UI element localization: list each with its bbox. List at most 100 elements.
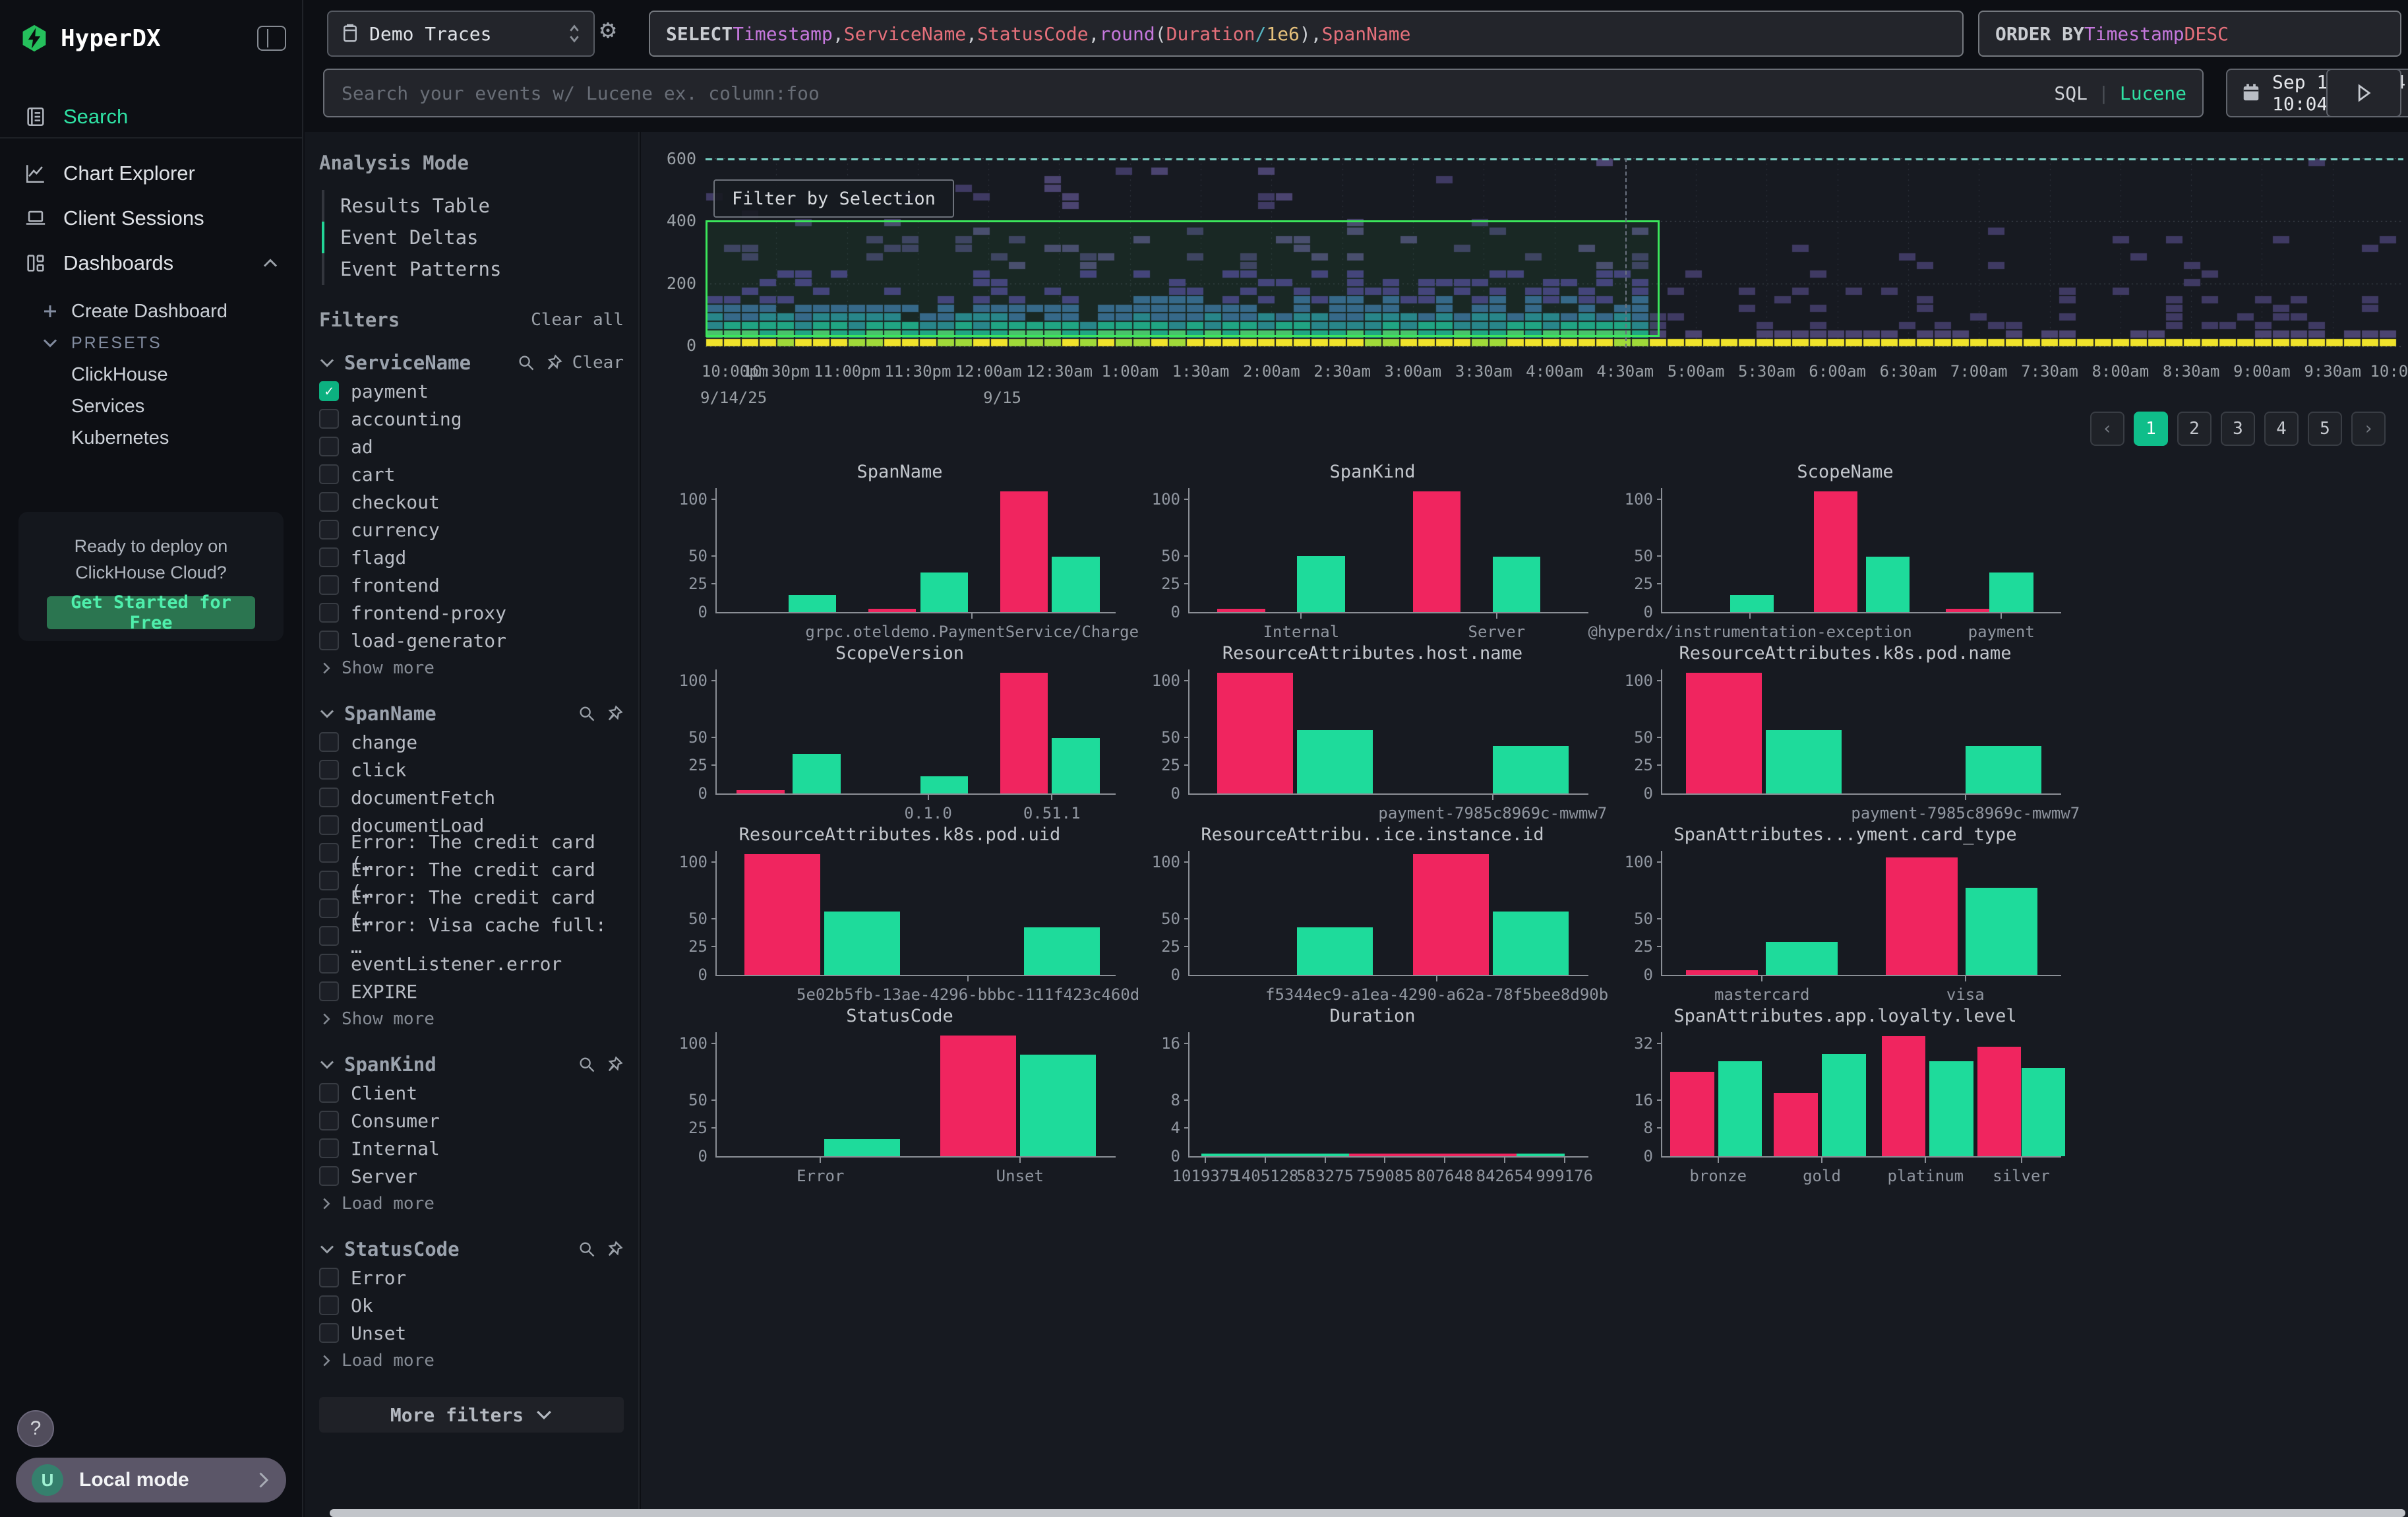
checkbox[interactable] bbox=[319, 492, 339, 512]
inlier-bar[interactable] bbox=[1297, 927, 1373, 975]
inlier-bar[interactable] bbox=[1822, 1054, 1866, 1156]
inlier-bar[interactable] bbox=[1493, 912, 1569, 975]
sidebar-item-services[interactable]: Services bbox=[0, 390, 302, 422]
checkbox[interactable] bbox=[319, 1323, 339, 1343]
checkbox[interactable] bbox=[319, 603, 339, 623]
filter-option[interactable]: Internal bbox=[319, 1134, 624, 1162]
inlier-bar[interactable] bbox=[824, 912, 900, 975]
outlier-bar[interactable] bbox=[1217, 609, 1265, 612]
sidebar-item-chart-explorer[interactable]: Chart Explorer bbox=[0, 153, 302, 194]
outlier-bar[interactable] bbox=[1000, 491, 1048, 612]
show-more-link[interactable]: Load more bbox=[319, 1190, 624, 1218]
inlier-bar[interactable] bbox=[1493, 557, 1541, 612]
checkbox[interactable] bbox=[319, 1166, 339, 1186]
pin-icon[interactable] bbox=[545, 354, 563, 372]
chevron-down-icon[interactable] bbox=[319, 1244, 335, 1254]
filter-option[interactable]: Server bbox=[319, 1162, 624, 1190]
analysis-mode-event-patterns[interactable]: Event Patterns bbox=[322, 253, 624, 285]
outlier-bar[interactable] bbox=[1217, 673, 1293, 793]
horizontal-scrollbar[interactable] bbox=[330, 1509, 2405, 1517]
heatmap-selection-box[interactable] bbox=[706, 220, 1660, 337]
filter-option[interactable]: frontend-proxy bbox=[319, 599, 624, 627]
chevron-down-icon[interactable] bbox=[319, 708, 335, 719]
outlier-bar[interactable] bbox=[1686, 970, 1758, 975]
inlier-bar[interactable] bbox=[793, 754, 841, 793]
clear-link[interactable]: Clear bbox=[572, 353, 624, 373]
analysis-mode-event-deltas[interactable]: Event Deltas bbox=[322, 222, 624, 253]
filter-option[interactable]: cart bbox=[319, 460, 624, 488]
filter-option[interactable]: ad bbox=[319, 433, 624, 460]
inlier-bar[interactable] bbox=[1766, 730, 1842, 793]
sidebar-item-presets[interactable]: PRESETS bbox=[0, 327, 302, 359]
checkbox[interactable] bbox=[319, 981, 339, 1001]
sidebar-item-create-dashboard[interactable]: Create Dashboard bbox=[0, 295, 302, 327]
inlier-bar[interactable] bbox=[1989, 573, 2033, 612]
filter-option[interactable]: change bbox=[319, 728, 624, 756]
show-more-link[interactable]: Load more bbox=[319, 1347, 624, 1375]
page-button-4[interactable]: 4 bbox=[2264, 412, 2299, 446]
inlier-bar[interactable] bbox=[789, 595, 837, 612]
page-button-2[interactable]: 2 bbox=[2177, 412, 2212, 446]
checkbox[interactable] bbox=[319, 631, 339, 650]
sql-select-input[interactable]: SELECT Timestamp, ServiceName, StatusCod… bbox=[649, 11, 1964, 57]
filter-option[interactable]: Error bbox=[319, 1264, 624, 1291]
inlier-bar[interactable] bbox=[920, 776, 969, 793]
filter-option[interactable]: checkout bbox=[319, 488, 624, 516]
sql-toggle[interactable]: SQL bbox=[2054, 82, 2088, 104]
page-button-5[interactable]: 5 bbox=[2308, 412, 2342, 446]
inlier-bar[interactable] bbox=[920, 573, 969, 612]
search-input[interactable] bbox=[340, 82, 2043, 105]
chevron-down-icon[interactable] bbox=[319, 357, 335, 368]
run-query-button[interactable] bbox=[2326, 69, 2401, 117]
filter-option[interactable]: load-generator bbox=[319, 627, 624, 654]
outlier-bar[interactable] bbox=[1349, 1154, 1517, 1156]
checkbox[interactable] bbox=[319, 815, 339, 835]
inlier-bar[interactable] bbox=[1766, 942, 1838, 975]
source-select[interactable]: Demo Traces bbox=[327, 11, 595, 57]
checkbox[interactable] bbox=[319, 871, 339, 890]
outlier-bar[interactable] bbox=[1000, 673, 1048, 793]
checkbox[interactable] bbox=[319, 843, 339, 863]
filter-option[interactable]: accounting bbox=[319, 405, 624, 433]
outlier-bar[interactable] bbox=[737, 790, 785, 793]
outlier-bar[interactable] bbox=[868, 609, 917, 612]
sidebar-item-dashboards[interactable]: Dashboards bbox=[0, 243, 302, 284]
checkbox[interactable] bbox=[319, 732, 339, 752]
pin-icon[interactable] bbox=[605, 1055, 624, 1074]
inlier-bar[interactable] bbox=[1297, 556, 1345, 612]
checkbox[interactable] bbox=[319, 520, 339, 540]
filter-option[interactable]: click bbox=[319, 756, 624, 784]
inlier-bar[interactable] bbox=[1493, 746, 1569, 793]
checkbox[interactable] bbox=[319, 1268, 339, 1287]
checkbox[interactable] bbox=[319, 464, 339, 484]
checkbox[interactable] bbox=[319, 1295, 339, 1315]
pin-icon[interactable] bbox=[605, 1240, 624, 1258]
inlier-bar[interactable] bbox=[1297, 730, 1373, 793]
filter-option[interactable]: Ok bbox=[319, 1291, 624, 1319]
page-button-1[interactable]: 1 bbox=[2134, 412, 2168, 446]
filter-option[interactable]: Error: Visa cache full: … bbox=[319, 922, 624, 950]
outlier-bar[interactable] bbox=[744, 854, 820, 975]
checkbox[interactable] bbox=[319, 1138, 339, 1158]
outlier-bar[interactable] bbox=[1670, 1072, 1714, 1156]
checkbox[interactable] bbox=[319, 575, 339, 595]
checkbox[interactable] bbox=[319, 409, 339, 429]
sidebar-item-search[interactable]: Search bbox=[0, 96, 302, 137]
outlier-bar[interactable] bbox=[1977, 1047, 2022, 1156]
inlier-bar[interactable] bbox=[1517, 1154, 1565, 1156]
filter-option[interactable]: Unset bbox=[319, 1319, 624, 1347]
checkbox[interactable] bbox=[319, 547, 339, 567]
outlier-bar[interactable] bbox=[1413, 854, 1489, 975]
inlier-bar[interactable] bbox=[1929, 1061, 1973, 1156]
filter-option[interactable]: Client bbox=[319, 1079, 624, 1107]
filter-option[interactable]: documentFetch bbox=[319, 784, 624, 811]
prev-page-button[interactable]: ‹ bbox=[2090, 412, 2124, 446]
inlier-bar[interactable] bbox=[1201, 1154, 1349, 1156]
show-more-link[interactable]: Show more bbox=[319, 654, 624, 682]
inlier-bar[interactable] bbox=[2022, 1068, 2066, 1156]
get-started-button[interactable]: Get Started for Free bbox=[47, 596, 255, 629]
filter-option[interactable]: Consumer bbox=[319, 1107, 624, 1134]
inlier-bar[interactable] bbox=[824, 1139, 900, 1156]
filter-option[interactable]: flagd bbox=[319, 543, 624, 571]
search-icon[interactable] bbox=[578, 1055, 596, 1074]
